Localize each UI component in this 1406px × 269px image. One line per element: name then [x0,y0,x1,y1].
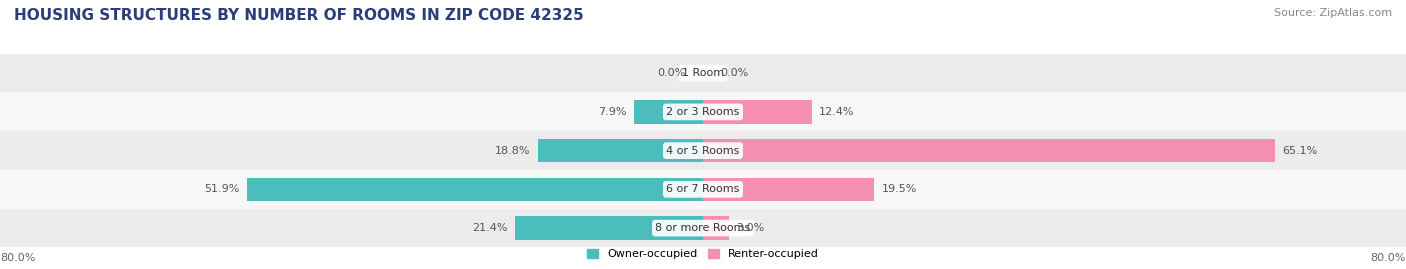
Text: Source: ZipAtlas.com: Source: ZipAtlas.com [1274,8,1392,18]
Bar [634,100,703,123]
Text: 80.0%: 80.0% [1371,253,1406,263]
Bar [703,178,875,201]
FancyBboxPatch shape [0,54,1406,93]
Text: 0.0%: 0.0% [721,68,749,78]
Text: 12.4%: 12.4% [818,107,855,117]
Text: 21.4%: 21.4% [472,223,508,233]
Text: 0.0%: 0.0% [657,68,686,78]
Bar [703,100,813,123]
Text: 80.0%: 80.0% [0,253,35,263]
FancyBboxPatch shape [0,170,1406,209]
Text: 18.8%: 18.8% [495,146,531,156]
Text: 1 Room: 1 Room [682,68,724,78]
Legend: Owner-occupied, Renter-occupied: Owner-occupied, Renter-occupied [582,244,824,263]
Text: 7.9%: 7.9% [598,107,627,117]
Text: 4 or 5 Rooms: 4 or 5 Rooms [666,146,740,156]
Text: HOUSING STRUCTURES BY NUMBER OF ROOMS IN ZIP CODE 42325: HOUSING STRUCTURES BY NUMBER OF ROOMS IN… [14,8,583,23]
Bar [247,178,703,201]
Text: 51.9%: 51.9% [204,184,240,194]
Text: 65.1%: 65.1% [1282,146,1317,156]
Text: 19.5%: 19.5% [882,184,917,194]
Text: 6 or 7 Rooms: 6 or 7 Rooms [666,184,740,194]
Bar [703,139,1275,162]
Bar [537,139,703,162]
FancyBboxPatch shape [0,93,1406,131]
FancyBboxPatch shape [0,209,1406,247]
FancyBboxPatch shape [0,131,1406,170]
Text: 3.0%: 3.0% [737,223,765,233]
Bar [515,217,703,240]
Bar [703,217,730,240]
Text: 2 or 3 Rooms: 2 or 3 Rooms [666,107,740,117]
Text: 8 or more Rooms: 8 or more Rooms [655,223,751,233]
